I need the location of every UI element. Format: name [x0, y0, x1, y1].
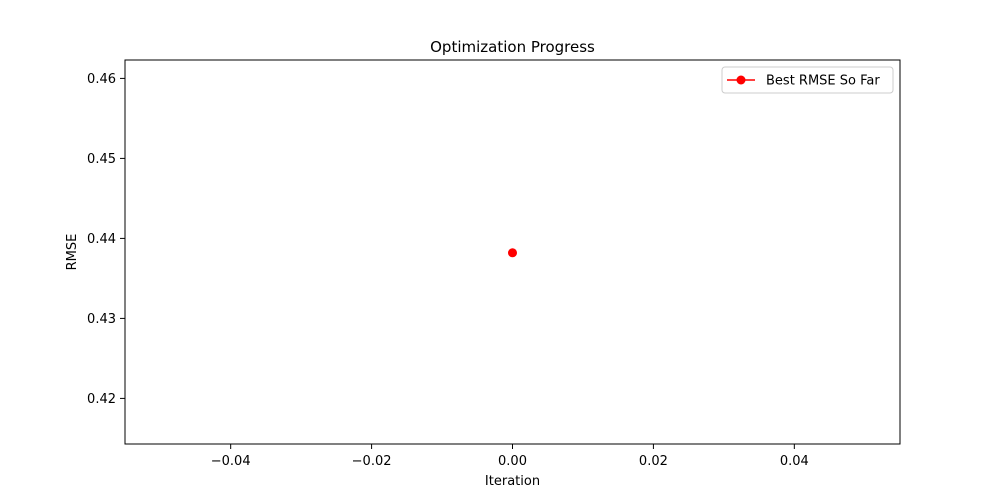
x-tick-label: −0.02	[352, 454, 392, 469]
y-axis: 0.42 0.43 0.44 0.45 0.46	[87, 72, 125, 407]
legend-marker-swatch	[736, 75, 746, 85]
x-tick-label: 0.04	[780, 454, 809, 469]
chart-title: Optimization Progress	[430, 38, 595, 56]
y-tick-label: 0.45	[87, 152, 116, 167]
series-layer	[508, 248, 517, 258]
data-point	[508, 248, 517, 258]
y-axis-title: RMSE	[65, 234, 80, 271]
y-tick-label: 0.43	[87, 312, 116, 327]
x-tick-label: −0.04	[211, 454, 251, 469]
x-tick-label: 0.02	[639, 454, 668, 469]
x-axis: −0.04 −0.02 0.00 0.02 0.04	[211, 444, 809, 469]
legend-box	[721, 66, 894, 94]
y-tick-label: 0.44	[87, 232, 116, 247]
y-tick-label: 0.46	[87, 72, 116, 87]
legend: Best RMSE So Far	[721, 66, 894, 94]
legend-label: Best RMSE So Far	[766, 74, 880, 89]
x-tick-label: 0.00	[498, 454, 527, 469]
y-tick-label: 0.42	[87, 392, 116, 407]
x-axis-title: Iteration	[485, 474, 540, 489]
